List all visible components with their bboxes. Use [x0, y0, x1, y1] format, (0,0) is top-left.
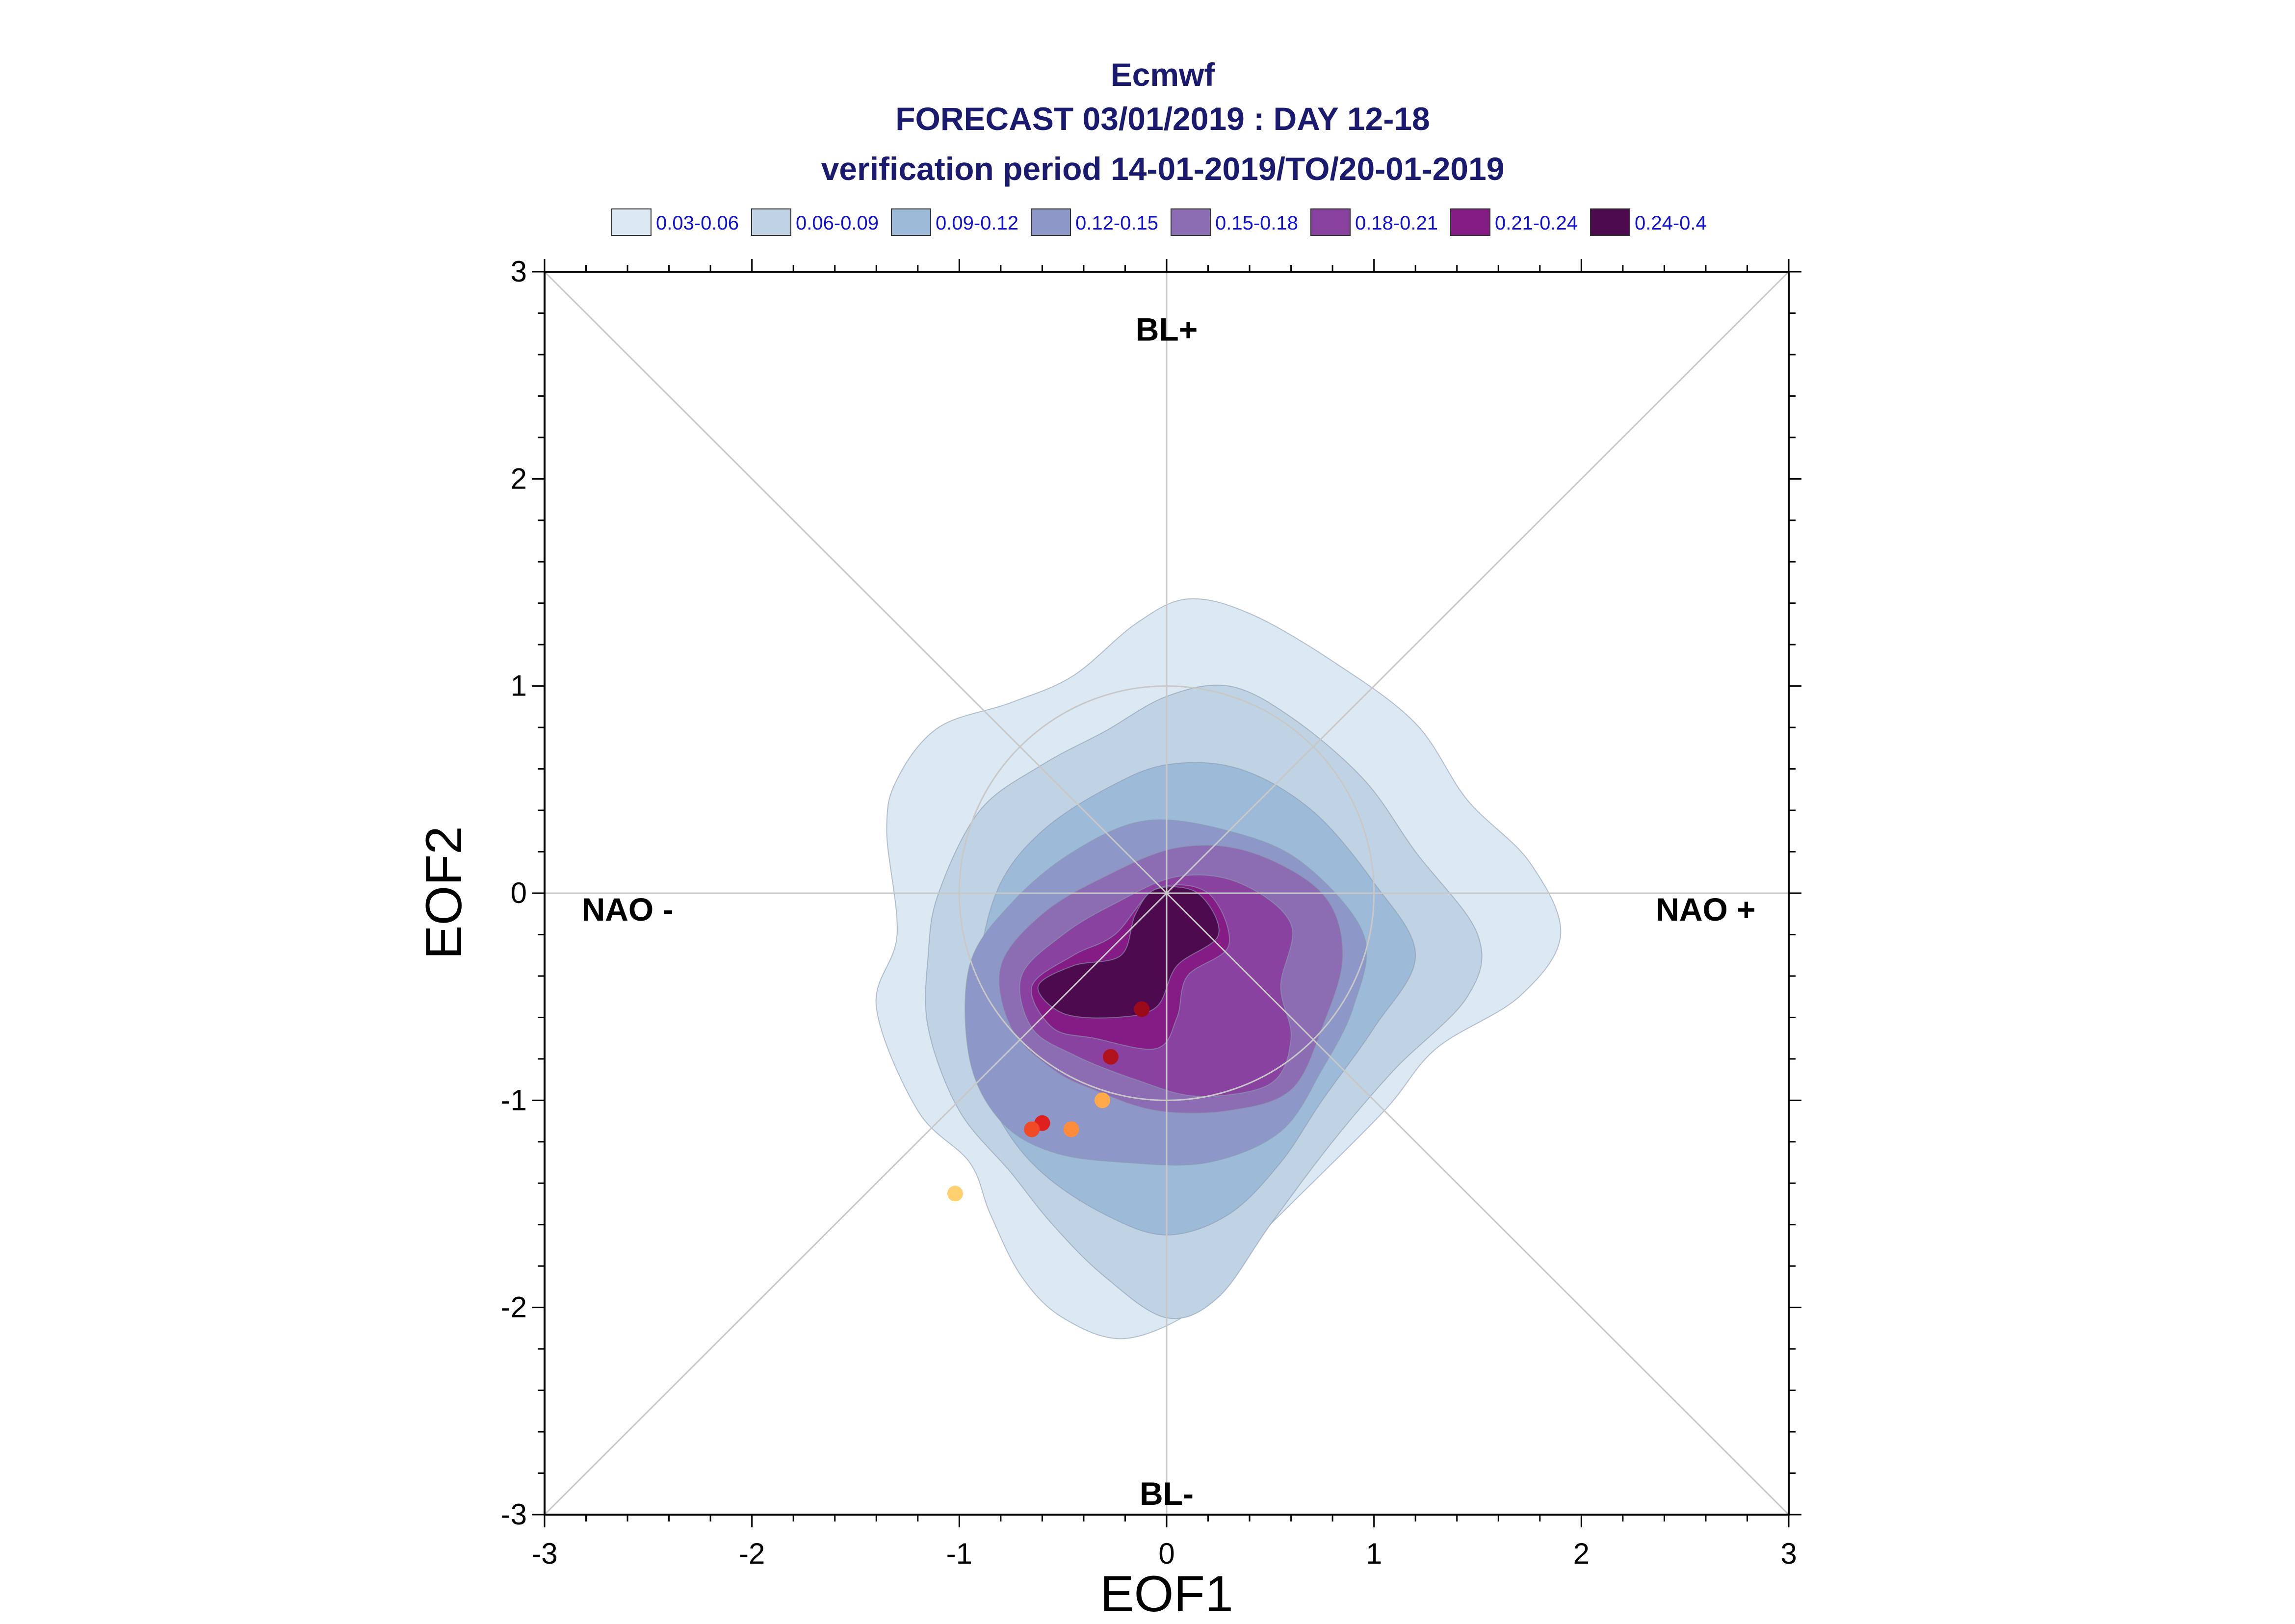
y-tick-label: -2: [501, 1291, 527, 1324]
legend-swatch: [1590, 208, 1630, 236]
y-tick-label: 0: [511, 876, 527, 909]
legend-label: 0.15-0.18: [1215, 212, 1298, 234]
reference-circle: [958, 685, 1375, 1101]
legend-label: 0.09-0.12: [936, 212, 1018, 234]
regime-labels: BL+ BL- NAO - NAO +: [582, 311, 1756, 1512]
chart-title: Ecmwf: [1111, 56, 1216, 93]
legend-label: 0.06-0.09: [796, 212, 879, 234]
scatter-point: [1094, 1092, 1110, 1108]
scatter-point: [947, 1186, 963, 1202]
legend-label: 0.12-0.15: [1075, 212, 1158, 234]
density-contours: [875, 598, 1562, 1340]
y-tick-label: -3: [501, 1498, 527, 1531]
legend-label: 0.03-0.06: [656, 212, 739, 234]
legend-label: 0.21-0.24: [1495, 212, 1578, 234]
x-tick-label: 3: [1780, 1537, 1797, 1570]
x-tick-label: 1: [1366, 1537, 1382, 1570]
legend-swatch: [1031, 208, 1071, 236]
y-tick-label: -1: [501, 1083, 527, 1116]
scatter-point: [1102, 1049, 1119, 1065]
x-tick-label: 2: [1573, 1537, 1590, 1570]
legend-label: 0.24-0.4: [1635, 212, 1707, 234]
regime-label: NAO -: [582, 891, 674, 928]
legend-swatch: [1450, 208, 1490, 236]
regime-label: BL+: [1136, 311, 1198, 347]
legend-swatch: [891, 208, 931, 236]
legend-label: 0.18-0.21: [1355, 212, 1438, 234]
density-legend: 0.03-0.06 0.06-0.09 0.09-0.12 0.12-0.15 0.15…: [611, 208, 1707, 236]
chart-subtitle: FORECAST 03/01/2019 : DAY 12-18: [895, 101, 1430, 137]
legend-swatch: [1171, 208, 1211, 236]
legend-swatch: [751, 208, 791, 236]
regime-label: NAO +: [1656, 891, 1756, 928]
y-tick-label: 2: [511, 462, 527, 495]
legend-swatch: [1310, 208, 1351, 236]
regime-label: BL-: [1140, 1475, 1194, 1512]
y-tick-label: 3: [511, 255, 527, 288]
x-tick-label: -1: [946, 1537, 972, 1570]
y-axis-title: EOF2: [416, 826, 472, 959]
x-tick-label: -3: [531, 1537, 557, 1570]
x-tick-label: -2: [739, 1537, 765, 1570]
x-tick-label: 0: [1158, 1537, 1174, 1570]
legend-swatch: [611, 208, 652, 236]
chart-subtitle-2: verification period 14-01-2019/TO/20-01-…: [821, 151, 1505, 187]
density-contour: [1037, 886, 1220, 1019]
axis-ticks: -3 -2 -1 0 1 2 3 -3 -2 -1 0 1 2 3: [501, 255, 1801, 1570]
scatter-point: [1134, 1001, 1150, 1017]
y-tick-label: 1: [511, 670, 527, 702]
scatter-point: [1063, 1121, 1079, 1137]
scatter-point: [1024, 1121, 1040, 1137]
reference-lines: [544, 271, 1790, 1516]
x-axis-title: EOF1: [1100, 1566, 1233, 1623]
plot-area: -3 -2 -1 0 1 2 3 -3 -2 -1 0 1 2 3 BL+ BL- NAO - NAO +: [501, 255, 1801, 1570]
scatter-points: [947, 1001, 1150, 1202]
